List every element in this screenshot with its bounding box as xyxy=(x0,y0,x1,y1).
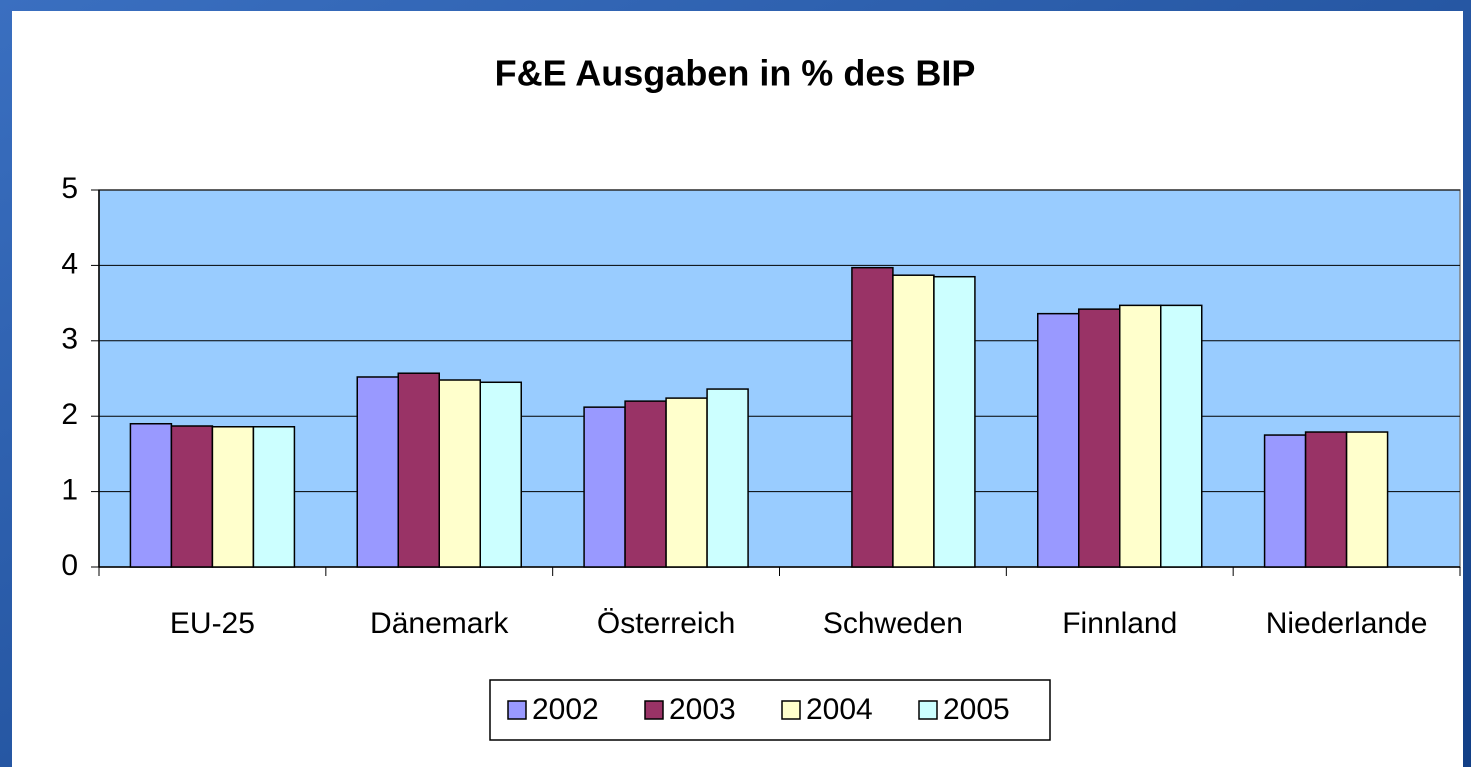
legend-label: 2005 xyxy=(943,693,1010,726)
bar xyxy=(1263,434,1307,568)
bar xyxy=(1160,304,1203,568)
bar xyxy=(851,266,894,568)
bar xyxy=(252,426,296,568)
bar xyxy=(665,397,708,568)
legend-swatch xyxy=(781,700,801,720)
bar xyxy=(129,422,173,568)
bar xyxy=(397,372,440,568)
bar xyxy=(1119,304,1162,568)
x-tick-label: EU-25 xyxy=(170,607,255,640)
x-tick-label: Österreich xyxy=(597,607,735,640)
bar xyxy=(438,379,481,568)
x-tick-label: Finnland xyxy=(1062,607,1177,640)
legend-swatch xyxy=(507,700,527,720)
y-tick-label: 1 xyxy=(61,474,78,507)
bar xyxy=(706,388,749,568)
bar xyxy=(624,400,667,568)
chart-title: F&E Ausgaben in % des BIP xyxy=(495,53,976,94)
legend-swatch xyxy=(918,700,938,720)
legend-swatch xyxy=(644,700,664,720)
bar xyxy=(892,274,935,568)
legend-label: 2004 xyxy=(806,693,873,726)
x-tick-label: Niederlande xyxy=(1266,607,1428,640)
bar xyxy=(479,381,522,568)
legend-label: 2003 xyxy=(669,693,736,726)
legend-label: 2002 xyxy=(532,693,599,726)
bar xyxy=(1304,431,1348,568)
legend-box xyxy=(489,679,1051,741)
y-tick-label: 4 xyxy=(61,247,78,280)
bar xyxy=(583,406,626,568)
bar xyxy=(1345,431,1389,568)
bar xyxy=(170,425,214,568)
bar xyxy=(933,275,976,568)
y-tick-label: 2 xyxy=(61,398,78,431)
y-tick-label: 3 xyxy=(61,323,78,356)
y-tick-label: 5 xyxy=(61,172,78,205)
y-tick-label: 0 xyxy=(61,549,78,582)
plot-area xyxy=(98,189,1461,568)
bar xyxy=(1078,308,1121,568)
x-tick-label: Dänemark xyxy=(370,607,509,640)
bar xyxy=(356,376,399,568)
bar xyxy=(211,426,255,568)
bar xyxy=(1037,312,1080,568)
x-tick-label: Schweden xyxy=(823,607,963,640)
